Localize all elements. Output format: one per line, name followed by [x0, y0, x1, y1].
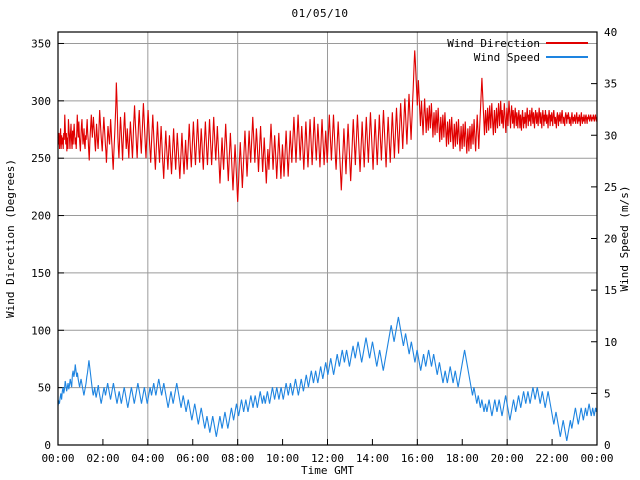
- xtick-label: 02:00: [86, 452, 119, 465]
- ytick-label-left: 50: [38, 382, 51, 395]
- y-axis-title-left: Wind Direction (Degrees): [4, 159, 17, 318]
- legend-label-0: Wind Direction: [447, 37, 540, 50]
- ytick-label-right: 5: [604, 387, 611, 400]
- ytick-label-right: 35: [604, 78, 617, 91]
- xtick-label: 16:00: [401, 452, 434, 465]
- xtick-label: 08:00: [221, 452, 254, 465]
- y-axis-title-right: Wind Speed (m/s): [618, 186, 631, 292]
- xtick-label: 14:00: [356, 452, 389, 465]
- series-line-wind-direction: [57, 50, 598, 202]
- ytick-label-left: 350: [31, 37, 51, 50]
- xtick-label: 10:00: [266, 452, 299, 465]
- plot-frame: [57, 31, 598, 446]
- series-line-wind-speed: [57, 316, 598, 441]
- xtick-label: 20:00: [491, 452, 524, 465]
- ytick-label-left: 200: [31, 210, 51, 223]
- page-title: 01/05/10: [291, 7, 349, 20]
- ytick-label-right: 25: [604, 181, 617, 194]
- legend-label-1: Wind Speed: [474, 51, 540, 64]
- ytick-label-right: 10: [604, 336, 617, 349]
- ytick-label-left: 300: [31, 95, 51, 108]
- xtick-label: 22:00: [536, 452, 569, 465]
- xtick-label: 04:00: [131, 452, 164, 465]
- xtick-label: 00:00: [580, 452, 613, 465]
- ytick-label-right: 40: [604, 26, 617, 39]
- xtick-label: 12:00: [311, 452, 344, 465]
- ytick-label-right: 20: [604, 233, 617, 246]
- xtick-label: 06:00: [176, 452, 209, 465]
- ytick-label-left: 100: [31, 324, 51, 337]
- xtick-label: 18:00: [446, 452, 479, 465]
- ytick-label-right: 0: [604, 439, 611, 452]
- ytick-label-right: 30: [604, 129, 617, 142]
- ytick-label-left: 250: [31, 152, 51, 165]
- xtick-label: 00:00: [41, 452, 74, 465]
- ytick-label-right: 15: [604, 284, 617, 297]
- ytick-label-left: 0: [44, 439, 51, 452]
- ytick-label-left: 150: [31, 267, 51, 280]
- x-axis-title: Time GMT: [301, 464, 354, 477]
